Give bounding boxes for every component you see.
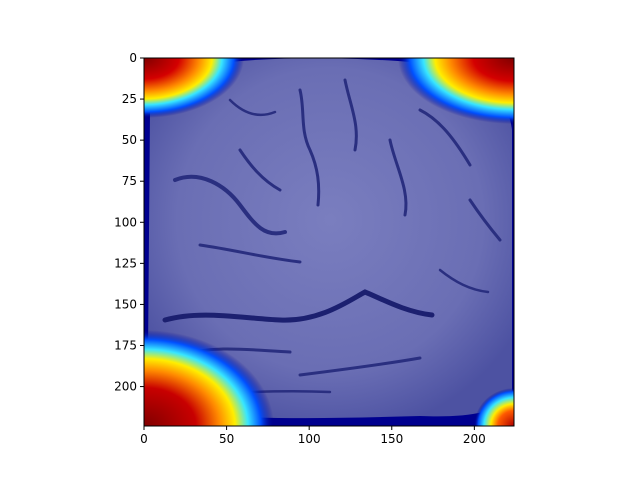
y-tick-label: 200 bbox=[114, 380, 137, 394]
hotspot-bottom-left bbox=[144, 330, 274, 426]
y-tick-label: 100 bbox=[114, 215, 137, 229]
x-axis: 0 50 100 150 200 bbox=[140, 426, 486, 446]
x-tick-label: 0 bbox=[140, 432, 148, 446]
y-tick-label: 25 bbox=[122, 92, 137, 106]
y-tick-label: 175 bbox=[114, 339, 137, 353]
y-tick-label: 75 bbox=[122, 174, 137, 188]
x-tick-label: 100 bbox=[298, 432, 321, 446]
axes-frame bbox=[143, 57, 515, 427]
y-tick-label: 50 bbox=[122, 133, 137, 147]
x-tick-label: 50 bbox=[219, 432, 234, 446]
y-tick-label: 0 bbox=[129, 51, 137, 65]
x-tick-label: 150 bbox=[380, 432, 403, 446]
y-tick-label: 150 bbox=[114, 297, 137, 311]
hotspot-bottom-right bbox=[474, 388, 514, 426]
heatmap-image bbox=[144, 58, 514, 426]
x-tick-label: 200 bbox=[463, 432, 486, 446]
y-axis: 0 25 50 75 100 125 150 175 200 bbox=[114, 51, 144, 394]
y-tick-label: 125 bbox=[114, 256, 137, 270]
brain-tissue bbox=[148, 58, 512, 419]
hotspot-top-right bbox=[398, 58, 514, 124]
hotspot-top-left bbox=[144, 58, 244, 118]
